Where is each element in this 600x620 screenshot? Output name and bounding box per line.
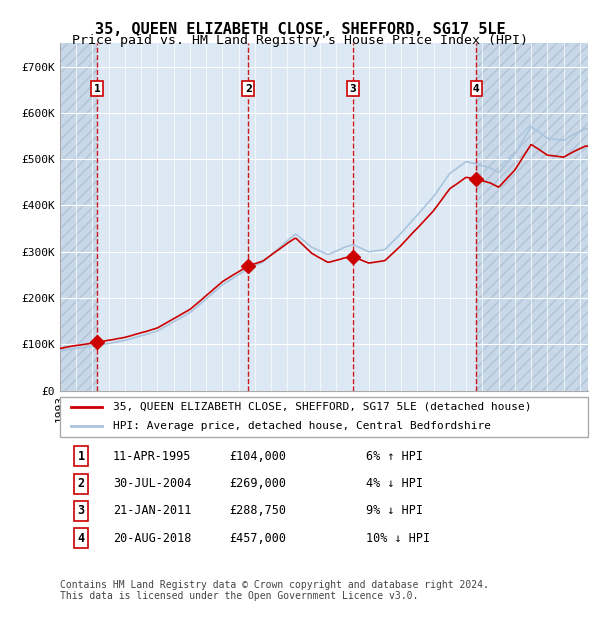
Text: 30-JUL-2004: 30-JUL-2004 <box>113 477 191 490</box>
Text: Contains HM Land Registry data © Crown copyright and database right 2024.
This d: Contains HM Land Registry data © Crown c… <box>60 580 489 601</box>
Text: 3: 3 <box>77 505 85 517</box>
Text: HPI: Average price, detached house, Central Bedfordshire: HPI: Average price, detached house, Cent… <box>113 421 491 431</box>
Text: 1: 1 <box>94 84 100 94</box>
Text: Price paid vs. HM Land Registry's House Price Index (HPI): Price paid vs. HM Land Registry's House … <box>72 34 528 47</box>
Text: 4% ↓ HPI: 4% ↓ HPI <box>366 477 423 490</box>
Text: 9% ↓ HPI: 9% ↓ HPI <box>366 505 423 517</box>
Text: 2: 2 <box>77 477 85 490</box>
Text: £104,000: £104,000 <box>229 450 286 463</box>
Bar <box>476 43 588 391</box>
Text: 2: 2 <box>245 84 251 94</box>
Text: 4: 4 <box>77 532 85 544</box>
Text: 3: 3 <box>350 84 356 94</box>
Text: 4: 4 <box>473 84 480 94</box>
Text: 20-AUG-2018: 20-AUG-2018 <box>113 532 191 544</box>
Text: £288,750: £288,750 <box>229 505 286 517</box>
Text: 11-APR-1995: 11-APR-1995 <box>113 450 191 463</box>
Text: 1: 1 <box>77 450 85 463</box>
Text: 10% ↓ HPI: 10% ↓ HPI <box>366 532 430 544</box>
Text: 6% ↑ HPI: 6% ↑ HPI <box>366 450 423 463</box>
Text: 35, QUEEN ELIZABETH CLOSE, SHEFFORD, SG17 5LE (detached house): 35, QUEEN ELIZABETH CLOSE, SHEFFORD, SG1… <box>113 402 532 412</box>
Text: 35, QUEEN ELIZABETH CLOSE, SHEFFORD, SG17 5LE: 35, QUEEN ELIZABETH CLOSE, SHEFFORD, SG1… <box>95 22 505 37</box>
Text: £457,000: £457,000 <box>229 532 286 544</box>
Bar <box>60 43 97 391</box>
FancyBboxPatch shape <box>60 397 588 437</box>
Text: 21-JAN-2011: 21-JAN-2011 <box>113 505 191 517</box>
Bar <box>60 43 97 391</box>
Text: £269,000: £269,000 <box>229 477 286 490</box>
